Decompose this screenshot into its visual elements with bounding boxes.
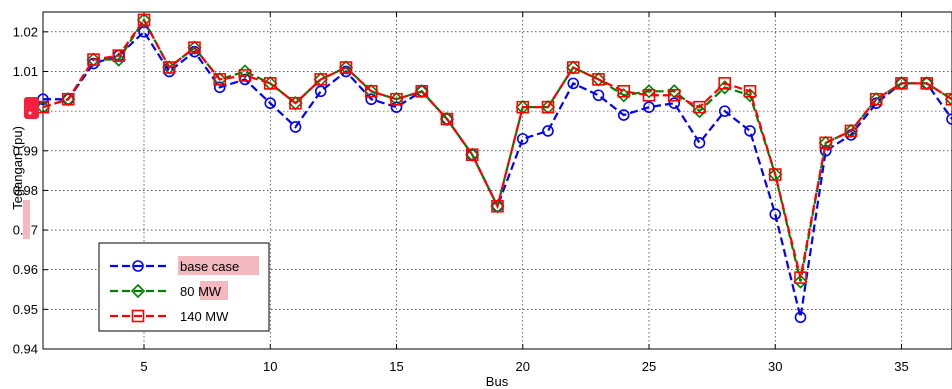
data-point (794, 311, 807, 324)
data-point (213, 81, 226, 94)
y-axis-label: Tegangan (pu) (10, 126, 25, 210)
data-point (920, 77, 934, 90)
legend-item: base case (110, 256, 259, 275)
y-axis-marker-dot (28, 111, 32, 115)
data-point (440, 112, 454, 126)
data-point (794, 271, 807, 284)
series-line (42, 17, 952, 278)
data-point (844, 124, 858, 138)
data-point (162, 61, 176, 74)
legend: base case 80 MW 140 MW (98, 242, 270, 332)
y-tick-label: 0.95 (13, 302, 38, 317)
data-point (617, 109, 630, 121)
data-point (592, 73, 605, 86)
data-point (616, 88, 631, 103)
legend-marker (131, 309, 145, 323)
data-point (137, 13, 151, 27)
plot-frame (42, 11, 952, 350)
legend-label: base case (180, 259, 239, 274)
data-point (87, 53, 100, 66)
x-axis-label: Bus (486, 374, 509, 389)
data-point (491, 199, 504, 213)
legend-label: 80 MW (180, 284, 222, 299)
y-tick-label: 0.96 (13, 262, 38, 277)
data-point (566, 61, 580, 74)
y-tick-label: 1.02 (13, 24, 38, 39)
data-point (516, 133, 529, 145)
data-point (112, 49, 126, 62)
data-point (643, 101, 655, 113)
legend-marker (132, 260, 144, 272)
data-point (61, 92, 75, 106)
y-tick-label: 1.01 (13, 64, 38, 79)
data-point (768, 168, 782, 181)
y-axis-marker (24, 97, 39, 119)
series-layer (35, 12, 952, 324)
legend-highlight (200, 281, 228, 300)
data-point (213, 73, 227, 86)
x-tick-label: 20 (516, 359, 530, 374)
data-point (742, 88, 758, 103)
x-tick-label: 10 (263, 359, 277, 374)
data-point (542, 125, 554, 137)
data-point (718, 77, 732, 90)
data-point (895, 77, 908, 90)
data-point (718, 105, 731, 117)
data-point (289, 96, 302, 110)
data-point (263, 77, 277, 90)
data-point (415, 84, 429, 98)
data-point (465, 148, 479, 162)
legend-marker (130, 283, 146, 299)
data-point (390, 92, 403, 106)
data-point (945, 92, 952, 106)
data-point (365, 93, 378, 106)
ylabel-highlight (23, 200, 30, 239)
y-tick-label: 0.98 (13, 183, 38, 198)
data-point (869, 92, 883, 106)
series-line (43, 30, 952, 318)
data-point (819, 136, 833, 150)
data-point (238, 69, 252, 82)
series-140-mw (36, 13, 952, 284)
data-point (541, 100, 555, 114)
data-point (364, 84, 378, 98)
data-point (693, 137, 706, 149)
x-tick-label: 5 (140, 359, 147, 374)
data-point (743, 84, 757, 98)
data-point (692, 103, 707, 119)
data-point (111, 52, 126, 67)
data-point (339, 61, 353, 74)
data-point (693, 100, 706, 114)
data-point (314, 73, 328, 86)
data-point (516, 100, 530, 114)
data-point (946, 113, 952, 125)
data-point (793, 274, 808, 289)
data-point (667, 88, 681, 102)
legend-item: 140 MW (110, 309, 229, 324)
y-tick-label: 0.99 (13, 143, 38, 158)
data-point (390, 101, 403, 113)
legend-highlight (178, 256, 259, 275)
x-tick-label: 15 (389, 359, 403, 374)
data-point (642, 88, 656, 102)
x-tick-label: 25 (642, 359, 656, 374)
y-tick-label: 0.94 (13, 342, 38, 357)
data-point (769, 208, 782, 220)
legend-item: 80 MW (110, 281, 228, 300)
data-point (567, 77, 580, 90)
data-point (617, 84, 631, 98)
data-point (188, 41, 201, 54)
data-point (289, 121, 302, 133)
legend-label: 140 MW (180, 309, 229, 324)
x-tick-label: 30 (768, 359, 782, 374)
data-point (592, 89, 605, 102)
data-point (314, 85, 327, 98)
data-point (744, 125, 756, 137)
x-tick-label: 35 (894, 359, 908, 374)
data-point (264, 97, 277, 109)
